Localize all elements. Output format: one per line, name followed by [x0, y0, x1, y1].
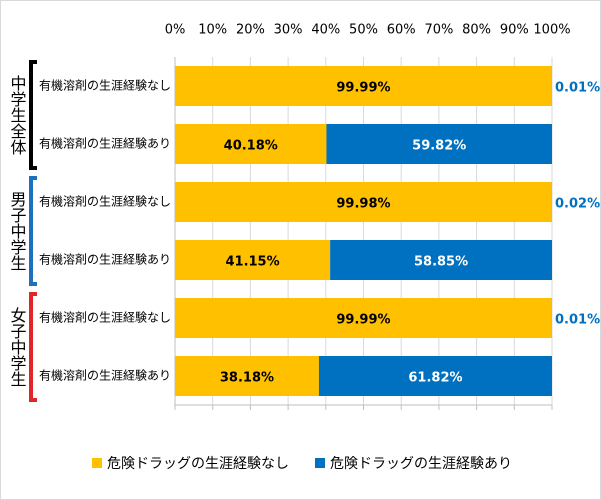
group-label: 中学生全体 — [8, 75, 27, 155]
legend-label: 危険ドラッグの生涯経験あり — [330, 456, 512, 472]
x-tick-label: 60% — [387, 23, 416, 38]
x-tick-label: 40% — [311, 23, 340, 38]
value-label: 41.15% — [225, 255, 279, 270]
value-label: 0.01% — [555, 81, 600, 96]
group-bracket — [29, 60, 37, 170]
group-bracket — [29, 176, 37, 286]
value-label: 61.82% — [408, 371, 462, 386]
x-tick-label: 30% — [274, 23, 303, 38]
x-tick-label: 20% — [236, 23, 265, 38]
bar-segment — [175, 66, 552, 106]
category-label: 有機溶剤の生涯経験あり — [39, 368, 171, 383]
value-label: 59.82% — [412, 139, 466, 154]
x-tick-label: 90% — [500, 23, 529, 38]
category-label: 有機溶剤の生涯経験あり — [39, 252, 171, 267]
bar-segment — [330, 240, 552, 280]
bar-segment — [175, 356, 319, 396]
value-label: 38.18% — [220, 371, 274, 386]
value-label: 99.99% — [336, 313, 390, 328]
group-label: 女子中学生 — [8, 306, 27, 387]
bar-segment — [175, 182, 552, 222]
bar-segment — [318, 356, 552, 396]
value-label: 99.98% — [336, 197, 390, 212]
value-label: 40.18% — [224, 139, 278, 154]
category-label: 有機溶剤の生涯経験なし — [39, 194, 171, 209]
bar-segment — [175, 240, 331, 280]
legend-label: 危険ドラッグの生涯経験なし — [107, 456, 289, 472]
legend-swatch — [92, 458, 102, 468]
x-tick-label: 0% — [165, 23, 186, 38]
x-tick-label: 70% — [424, 23, 453, 38]
group-bracket — [29, 292, 37, 402]
bar-segment — [326, 124, 552, 164]
x-tick-label: 80% — [462, 23, 491, 38]
bar-segment — [175, 124, 327, 164]
category-label: 有機溶剤の生涯経験あり — [39, 136, 171, 151]
x-tick-label: 10% — [198, 23, 227, 38]
value-label: 99.99% — [336, 81, 390, 96]
x-tick-label: 100% — [533, 23, 570, 38]
value-label: 58.85% — [414, 255, 468, 270]
x-tick-label: 50% — [349, 23, 378, 38]
value-label: 0.02% — [555, 197, 600, 212]
bar-segment — [175, 298, 552, 338]
legend-swatch — [315, 458, 325, 468]
category-label: 有機溶剤の生涯経験なし — [39, 310, 171, 325]
category-label: 有機溶剤の生涯経験なし — [39, 78, 171, 93]
value-label: 0.01% — [555, 313, 600, 328]
group-label: 男子中学生 — [8, 191, 27, 271]
